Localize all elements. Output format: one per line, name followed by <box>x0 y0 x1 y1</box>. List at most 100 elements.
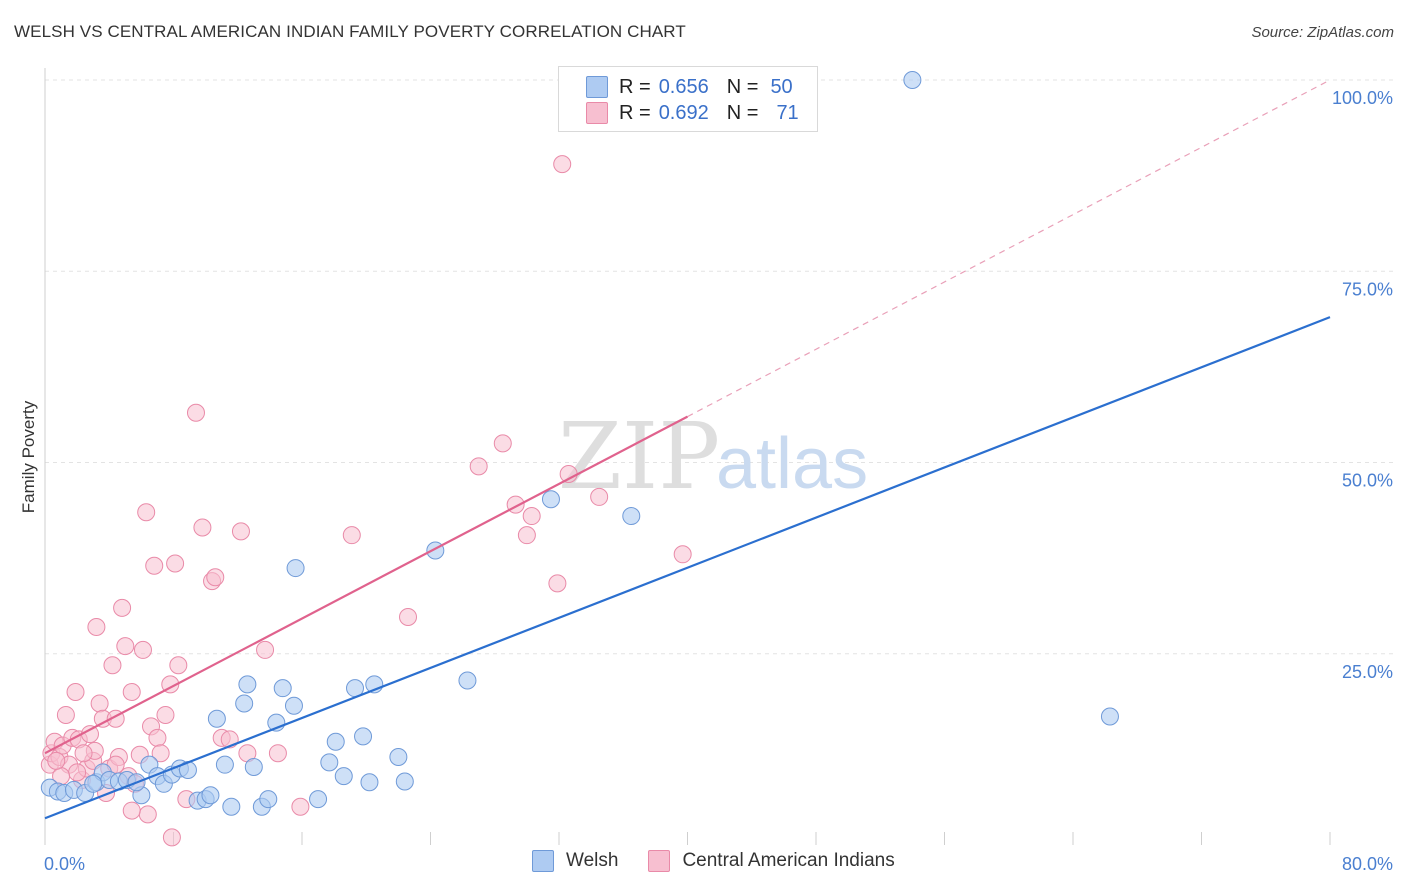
y-axis-label: Family Poverty <box>19 400 38 513</box>
cai-point <box>673 545 692 564</box>
welsh-point <box>235 694 254 713</box>
welsh-point <box>320 753 339 772</box>
cai-point <box>56 705 75 724</box>
welsh-point <box>201 786 220 805</box>
legend-cai-n-label: N = <box>726 101 759 124</box>
watermark-atlas: atlas <box>716 424 868 504</box>
welsh-point <box>360 773 379 792</box>
cai-point <box>193 518 212 537</box>
cai-point <box>122 683 141 701</box>
cai-point <box>133 640 152 659</box>
x-tick-label: 80.0% <box>1342 854 1393 874</box>
watermark-zip: ZIP <box>558 403 720 510</box>
cai-point <box>68 763 87 782</box>
bottom-legend-cai: Central American Indians <box>648 850 895 872</box>
y-tick-label: 50.0% <box>1342 471 1393 491</box>
bottom-legend-welsh: Welsh <box>532 850 618 872</box>
tick-labels: 25.0% 50.0% 75.0% 100.0% 0.0% 80.0% <box>44 88 1393 874</box>
cai-point <box>590 487 609 506</box>
cai-point <box>522 507 541 526</box>
cai-point <box>517 526 536 545</box>
watermark: ZIP atlas <box>558 403 868 510</box>
legend: R = 0.656 N = 50 R = 0.692 N = 71 <box>558 66 818 132</box>
welsh-point <box>334 767 353 786</box>
y-tick-label: 100.0% <box>1332 88 1393 108</box>
legend-row-cai: R = 0.692 N = 71 <box>586 100 799 126</box>
legend-cai-n-value: 71 <box>776 101 799 124</box>
welsh-point <box>903 71 922 89</box>
welsh-point <box>238 675 257 694</box>
welsh-point <box>622 507 641 526</box>
legend-welsh-n-label: N = <box>726 75 759 98</box>
cai-point <box>268 744 287 763</box>
cai-point <box>206 568 225 587</box>
cai-point <box>166 554 185 573</box>
bottom-legend-welsh-label: Welsh <box>566 850 619 871</box>
cai-point <box>80 725 99 744</box>
cai-point <box>553 155 572 174</box>
cai-point <box>137 503 156 522</box>
cai-point <box>90 694 109 713</box>
welsh-point <box>309 790 328 809</box>
cai-point <box>169 656 188 675</box>
cai-point <box>156 705 175 724</box>
cai-point <box>145 556 164 575</box>
cai-point <box>399 608 418 627</box>
legend-welsh-n-value: 50 <box>770 75 793 98</box>
welsh-swatch <box>586 76 608 98</box>
welsh-point <box>207 709 226 728</box>
cai-point <box>469 457 488 476</box>
cai-point <box>87 617 106 636</box>
legend-welsh-r-label: R = <box>619 75 651 98</box>
welsh-point <box>244 757 263 776</box>
cai-point <box>493 434 512 453</box>
welsh-point <box>259 790 278 809</box>
cai-point <box>103 656 122 675</box>
source-credit: Source: ZipAtlas.com <box>1251 24 1394 41</box>
cai-point <box>151 744 170 763</box>
grid-layer <box>45 79 1394 655</box>
cai-point <box>74 744 93 763</box>
legend-cai-r-value: 0.692 <box>658 101 709 124</box>
welsh-point <box>354 727 373 746</box>
legend-row-welsh: R = 0.656 N = 50 <box>586 74 793 100</box>
welsh-point <box>389 748 408 767</box>
cai-point <box>548 574 567 593</box>
cai-point <box>162 828 181 847</box>
welsh-point <box>326 732 345 751</box>
cai-point <box>122 801 141 820</box>
welsh-point <box>286 559 305 578</box>
trend-lines <box>44 79 1331 820</box>
cai-point <box>342 526 361 545</box>
cai-point <box>291 797 310 816</box>
cai-point <box>186 403 205 422</box>
legend-welsh-r-value: 0.656 <box>658 75 709 98</box>
bottom-legend-cai-label: Central American Indians <box>682 850 895 871</box>
chart-title: WELSH VS CENTRAL AMERICAN INDIAN FAMILY … <box>14 22 686 41</box>
welsh-point <box>541 490 560 509</box>
welsh-point <box>395 772 414 791</box>
cai-point <box>66 683 85 701</box>
welsh-point <box>84 774 103 793</box>
axes-layer <box>44 68 1331 845</box>
cai-point <box>138 805 157 824</box>
cai-trend-line <box>44 415 689 755</box>
welsh-points <box>40 71 1119 816</box>
welsh-point <box>215 755 234 774</box>
welsh-trend-line <box>44 316 1331 820</box>
welsh-point <box>1100 707 1119 726</box>
cai-point <box>116 637 135 656</box>
y-tick-label: 75.0% <box>1342 279 1393 299</box>
welsh-point <box>284 696 303 715</box>
welsh-point <box>458 671 477 690</box>
cai-point <box>47 751 66 770</box>
cai-swatch <box>586 102 608 124</box>
cai-point <box>256 640 275 659</box>
x-tick-label: 0.0% <box>44 854 85 874</box>
welsh-point <box>273 679 292 698</box>
cai-legend-swatch <box>648 850 671 872</box>
welsh-legend-swatch <box>532 850 554 872</box>
bottom-legend: Welsh Central American Indians <box>532 850 925 872</box>
welsh-point <box>222 797 241 816</box>
